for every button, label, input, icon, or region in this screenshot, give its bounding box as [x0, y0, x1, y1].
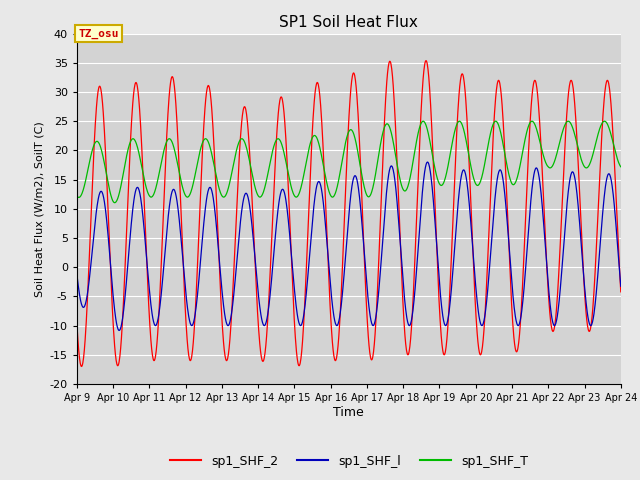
Legend: sp1_SHF_2, sp1_SHF_l, sp1_SHF_T: sp1_SHF_2, sp1_SHF_l, sp1_SHF_T: [164, 450, 533, 473]
sp1_SHF_2: [422, 58, 430, 63]
Line: sp1_SHF_T: sp1_SHF_T: [77, 121, 621, 203]
sp1_SHF_T: [553, 151, 561, 156]
sp1_SHF_2: [195, 247, 202, 253]
sp1_SHF_T: [434, 176, 442, 182]
Line: sp1_SHF_l: sp1_SHF_l: [77, 162, 621, 330]
sp1_SHF_T: [195, 156, 202, 162]
Text: TZ_osu: TZ_osu: [79, 28, 119, 39]
sp1_SHF_2: [434, 272, 442, 278]
sp1_SHF_l: [255, 298, 263, 303]
sp1_SHF_2: [505, 244, 513, 250]
Line: sp1_SHF_2: sp1_SHF_2: [77, 60, 621, 366]
X-axis label: Time: Time: [333, 406, 364, 419]
sp1_SHF_l: [505, 241, 513, 247]
sp1_SHF_l: [424, 159, 431, 165]
sp1_SHF_l: [617, 283, 625, 289]
sp1_SHF_l: [434, 259, 442, 264]
sp1_SHF_l: [73, 271, 81, 276]
sp1_SHF_2: [617, 289, 625, 295]
sp1_SHF_2: [77, 363, 85, 369]
sp1_SHF_l: [115, 327, 123, 333]
sp1_SHF_T: [181, 192, 189, 197]
sp1_SHF_T: [492, 119, 499, 124]
sp1_SHF_T: [255, 194, 263, 200]
Y-axis label: Soil Heat Flux (W/m2), SoilT (C): Soil Heat Flux (W/m2), SoilT (C): [34, 121, 44, 297]
sp1_SHF_2: [255, 332, 263, 337]
sp1_SHF_T: [111, 200, 118, 205]
Title: SP1 Soil Heat Flux: SP1 Soil Heat Flux: [280, 15, 418, 30]
sp1_SHF_T: [505, 172, 513, 178]
sp1_SHF_T: [73, 193, 81, 199]
sp1_SHF_T: [617, 164, 625, 169]
sp1_SHF_l: [181, 281, 189, 287]
sp1_SHF_2: [553, 300, 561, 306]
sp1_SHF_l: [553, 316, 561, 322]
sp1_SHF_2: [73, 319, 81, 325]
sp1_SHF_l: [195, 285, 202, 291]
sp1_SHF_2: [181, 300, 189, 305]
